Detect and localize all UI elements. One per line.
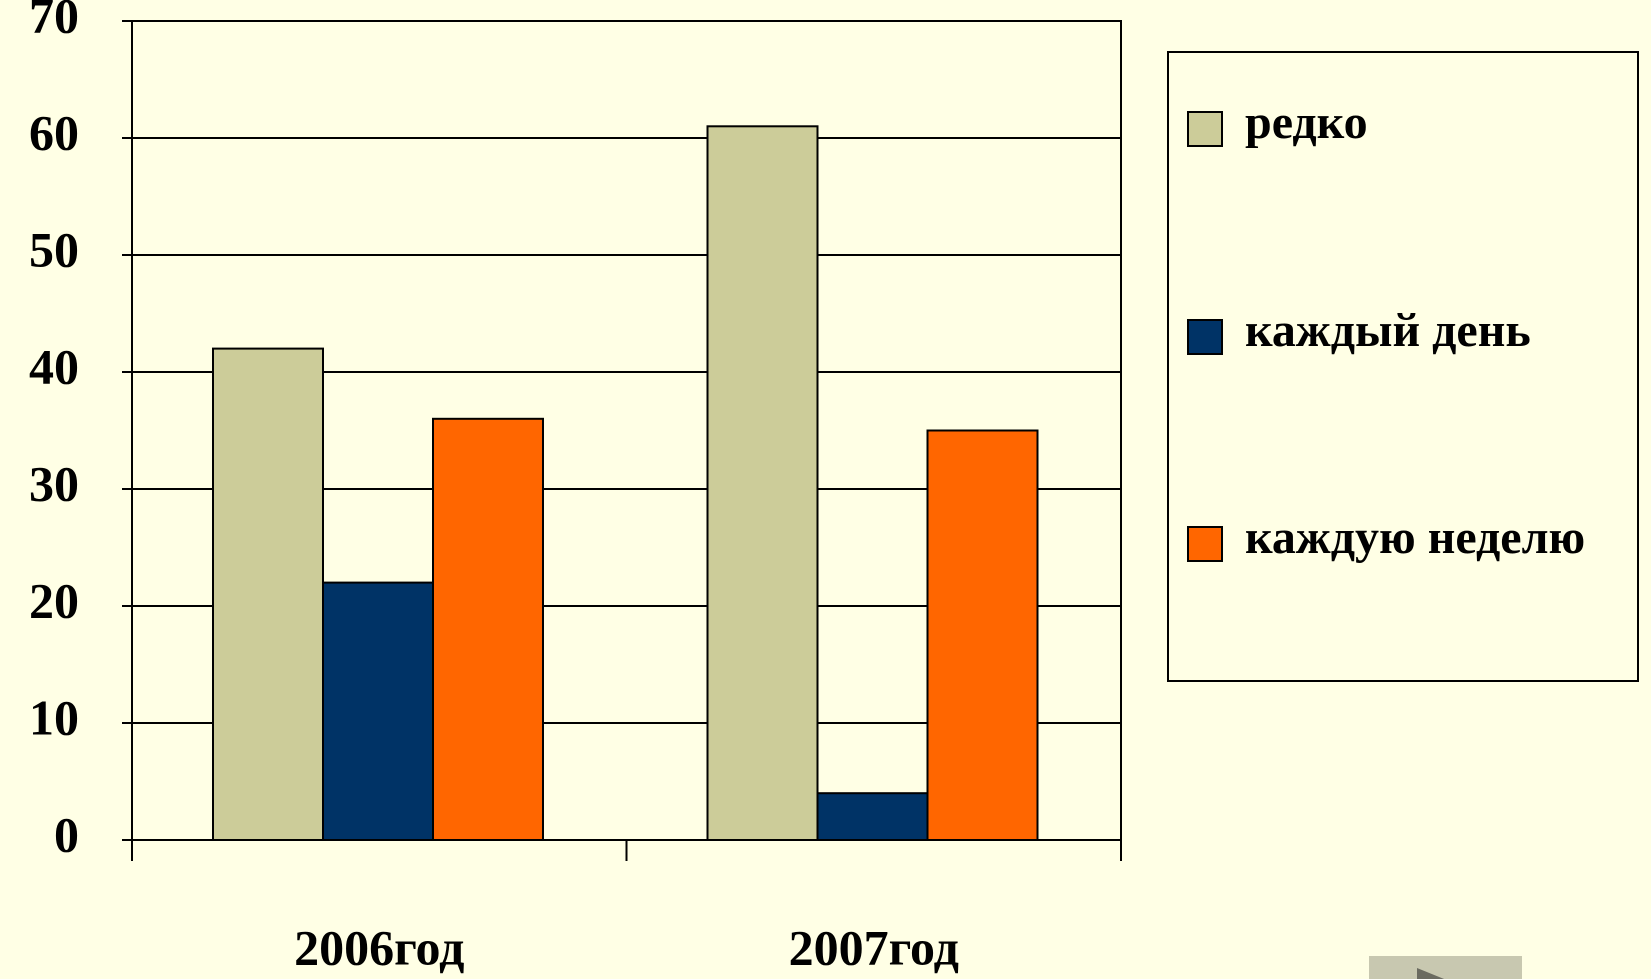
- y-tick-label: 10: [29, 689, 79, 745]
- bar: [706, 125, 819, 842]
- x-tick-label: 2006год: [294, 919, 464, 975]
- y-tick-label: 20: [29, 572, 79, 628]
- y-tick-label: 0: [54, 806, 79, 862]
- x-tick-label: 2007год: [789, 919, 959, 975]
- legend-swatch: [1187, 111, 1223, 147]
- y-tick-label: 50: [29, 221, 79, 277]
- legend-label: редко: [1245, 96, 1368, 149]
- y-tick-label: 70: [29, 0, 79, 43]
- y-tick-label: 30: [29, 455, 79, 511]
- bar: [816, 792, 929, 842]
- y-tick-label: 40: [29, 338, 79, 394]
- bar: [212, 347, 324, 841]
- legend-swatch: [1187, 319, 1223, 355]
- legend-label: каждый день: [1245, 304, 1531, 357]
- legend-label: каждую неделю: [1245, 511, 1586, 564]
- y-tick-label: 60: [29, 104, 79, 160]
- bar: [322, 581, 434, 841]
- legend-entry: редко: [1187, 96, 1635, 159]
- next-button[interactable]: [1369, 956, 1522, 979]
- bar: [432, 417, 544, 841]
- bar: [926, 429, 1039, 841]
- next-icon: [1417, 968, 1445, 979]
- legend-swatch: [1187, 526, 1223, 562]
- legend-entry: каждую неделю: [1187, 511, 1635, 574]
- legend: редко каждый день каждую неделю: [1167, 51, 1639, 682]
- legend-entry: каждый день: [1187, 304, 1635, 367]
